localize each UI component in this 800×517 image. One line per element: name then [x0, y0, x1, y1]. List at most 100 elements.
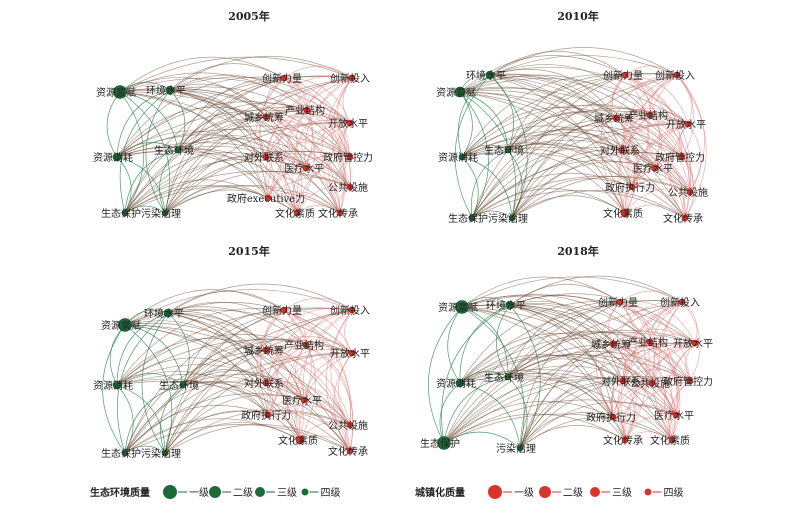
eco-node[interactable] — [504, 373, 512, 381]
urban-node[interactable] — [621, 436, 629, 444]
urban-node[interactable] — [684, 120, 692, 128]
network-edge — [169, 76, 351, 124]
urban-node[interactable] — [609, 340, 617, 348]
network-edge — [177, 113, 267, 151]
urban-node[interactable] — [346, 119, 354, 127]
network-edge — [169, 83, 267, 118]
network-edge — [116, 312, 169, 386]
urban-node[interactable] — [619, 377, 627, 385]
eco-node[interactable] — [121, 449, 129, 457]
urban-node[interactable] — [262, 153, 270, 161]
network-edge — [302, 309, 353, 401]
urban-node[interactable] — [609, 413, 617, 421]
eco-node[interactable] — [504, 146, 512, 154]
eco-node[interactable] — [161, 449, 169, 457]
urban-node[interactable] — [672, 411, 680, 419]
urban-node[interactable] — [646, 111, 654, 119]
urban-node[interactable] — [300, 396, 308, 404]
eco-node[interactable] — [458, 153, 466, 161]
urban-node[interactable] — [262, 113, 270, 121]
network-edge — [124, 309, 285, 454]
network-edge — [116, 308, 285, 386]
eco-node[interactable] — [118, 318, 132, 332]
network-edge — [164, 189, 298, 214]
urban-node[interactable] — [678, 298, 686, 306]
urban-node[interactable] — [668, 436, 676, 444]
network-edge — [296, 156, 351, 214]
urban-node[interactable] — [678, 153, 686, 161]
urban-node[interactable] — [348, 306, 356, 314]
eco-node[interactable] — [516, 444, 524, 452]
urban-node[interactable] — [673, 71, 681, 79]
urban-node[interactable] — [346, 153, 354, 161]
network-edge — [265, 141, 351, 158]
urban-node[interactable] — [346, 447, 354, 455]
urban-node[interactable] — [262, 379, 270, 387]
urban-node[interactable] — [295, 435, 305, 445]
eco-node[interactable] — [161, 209, 169, 217]
urban-node[interactable] — [648, 379, 656, 387]
urban-node[interactable] — [621, 71, 629, 79]
network-edge — [612, 343, 673, 441]
urban-node[interactable] — [620, 208, 630, 218]
eco-node[interactable] — [165, 85, 175, 95]
eco-legend-swatch — [209, 486, 221, 498]
network-edge — [615, 117, 691, 193]
network-edge — [620, 301, 683, 441]
eco-node[interactable] — [455, 300, 469, 314]
network-edge — [124, 424, 351, 454]
urban-node[interactable] — [651, 164, 659, 172]
urban-node[interactable] — [280, 74, 288, 82]
network-edge — [164, 77, 353, 214]
eco-node[interactable] — [121, 209, 129, 217]
urban-node[interactable] — [346, 183, 354, 191]
urban-node[interactable] — [612, 114, 620, 122]
urban-node[interactable] — [293, 209, 301, 217]
network-edge — [265, 349, 305, 401]
eco-node[interactable] — [112, 380, 122, 390]
urban-node[interactable] — [686, 377, 694, 385]
network-edge — [167, 301, 307, 346]
eco-node[interactable] — [163, 308, 173, 318]
node-label: 开放水平 — [330, 347, 370, 360]
eco-node[interactable] — [113, 85, 127, 99]
eco-node[interactable] — [179, 381, 187, 389]
eco-node[interactable] — [508, 214, 516, 222]
urban-node[interactable] — [336, 209, 344, 217]
urban-node[interactable] — [302, 341, 310, 349]
network-edge — [182, 370, 305, 401]
eco-node[interactable] — [468, 214, 476, 222]
network-edge — [443, 399, 677, 444]
eco-node[interactable] — [505, 300, 515, 310]
urban-node[interactable] — [618, 146, 626, 154]
urban-node[interactable] — [264, 411, 272, 419]
urban-node[interactable] — [348, 349, 356, 357]
network-edge — [624, 204, 686, 219]
network-edge — [459, 91, 691, 193]
urban-node[interactable] — [616, 298, 624, 306]
eco-node[interactable] — [485, 70, 495, 80]
urban-node[interactable] — [348, 74, 356, 82]
urban-node[interactable] — [302, 164, 310, 172]
urban-node[interactable] — [681, 214, 689, 222]
network-edge — [177, 125, 351, 158]
urban-node[interactable] — [646, 338, 654, 346]
urban-node[interactable] — [303, 106, 311, 114]
network-edge — [631, 156, 683, 188]
urban-node[interactable] — [691, 339, 699, 347]
urban-node[interactable] — [346, 421, 354, 429]
urban-node[interactable] — [280, 306, 288, 314]
urban-node[interactable] — [264, 194, 272, 202]
eco-node[interactable] — [454, 86, 466, 98]
eco-node[interactable] — [174, 146, 182, 154]
network-edge — [443, 400, 614, 444]
network-edge — [306, 109, 351, 188]
urban-node[interactable] — [628, 183, 636, 191]
network-edge — [167, 312, 301, 441]
eco-node[interactable] — [112, 152, 122, 162]
urban-node[interactable] — [262, 346, 270, 354]
urban-node[interactable] — [686, 188, 694, 196]
eco-node[interactable] — [455, 378, 465, 388]
network-edge — [654, 167, 691, 193]
eco-node[interactable] — [437, 436, 451, 450]
